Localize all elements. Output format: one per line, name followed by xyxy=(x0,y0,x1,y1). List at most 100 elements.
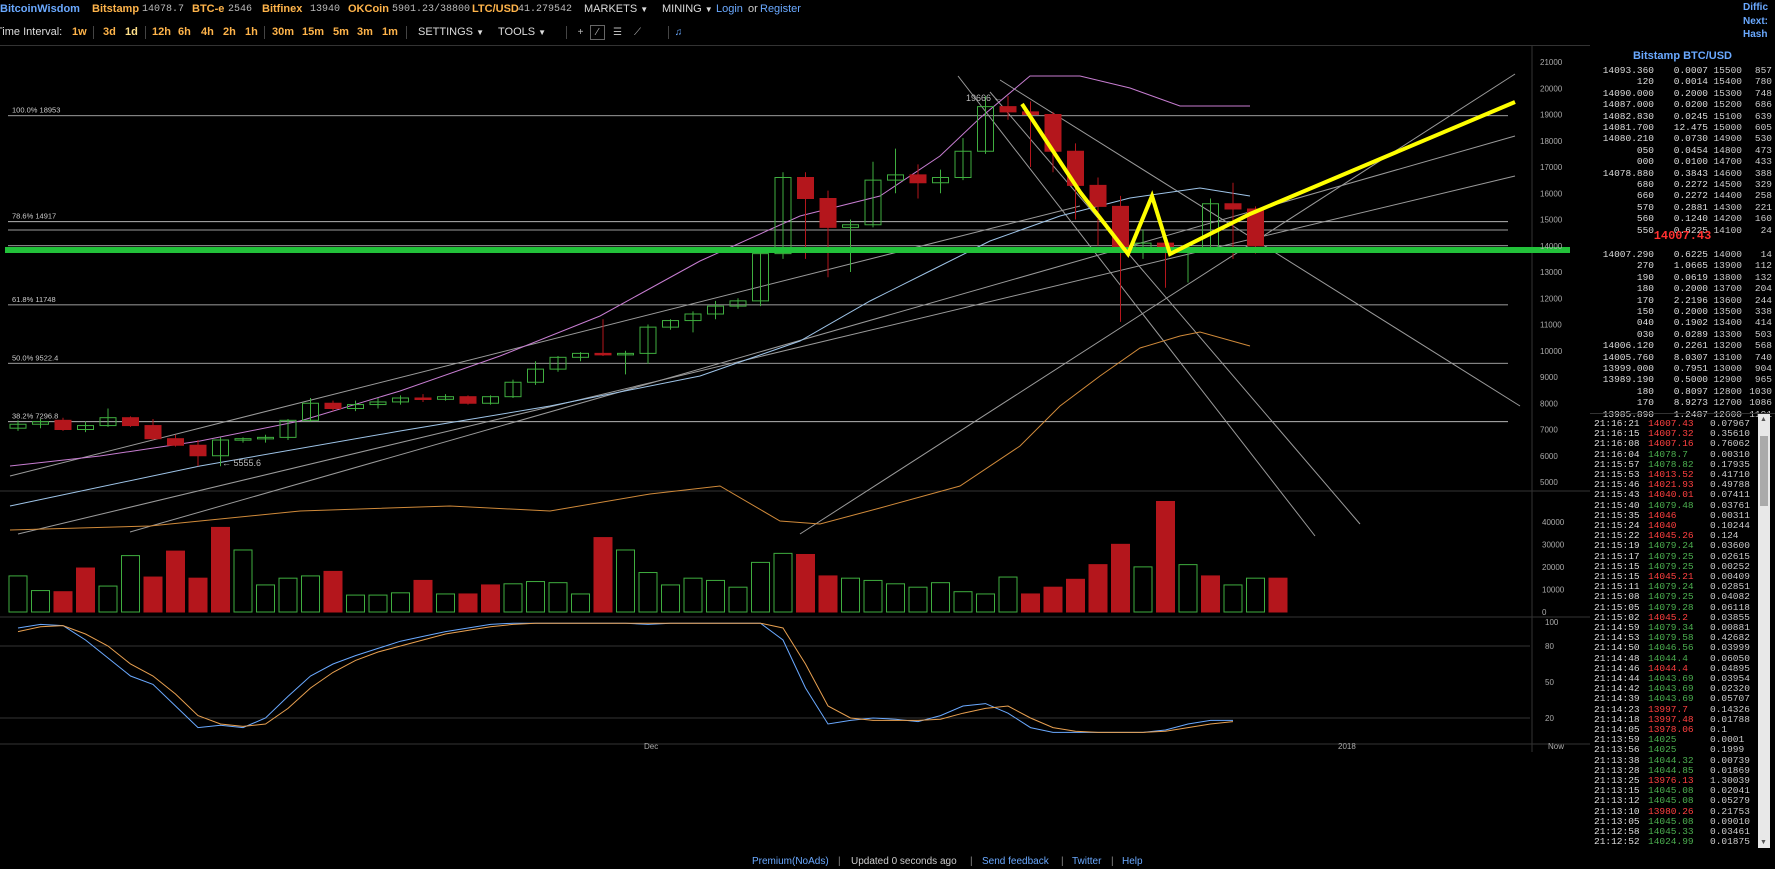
volume-bar xyxy=(391,592,410,613)
scrollbar-thumb[interactable] xyxy=(1760,436,1768,506)
trade-cell: 21:12:52 xyxy=(1594,836,1640,848)
ask-cell: 329 xyxy=(1754,179,1772,190)
candle-body xyxy=(1224,203,1242,210)
feedback-link[interactable]: Send feedback xyxy=(982,856,1049,867)
register-link[interactable]: Register xyxy=(760,3,801,15)
bell-icon[interactable]: ♫ xyxy=(674,27,683,38)
trade-cell: 0.01869 xyxy=(1710,764,1750,776)
price-chart[interactable]: 100.0% 18953 78.6% 14917 61.8% 11748 50.0% … xyxy=(0,46,1590,852)
trade-row: 21:15:24 14040 0.10244 xyxy=(1590,520,1758,531)
bid-cell: 414 xyxy=(1754,317,1772,329)
markets-menu[interactable]: MARKETS ▼ xyxy=(584,3,648,15)
ask-row: 660 0.2272 14400 258 xyxy=(1590,190,1775,201)
fib-tool-icon[interactable]: ⟋ xyxy=(634,27,641,38)
trade-cell: 14079.28 xyxy=(1648,601,1694,613)
ask-cell: 12.475 xyxy=(1673,122,1708,133)
trade-cell: 14007.32 xyxy=(1648,428,1694,440)
price-tick-label: 21000 xyxy=(1540,58,1563,67)
ticker-bitfinex[interactable]: Bitfinex xyxy=(262,3,303,15)
bid-row: 270 1.0665 13900 112 xyxy=(1590,260,1775,271)
interval-6h[interactable]: 6h xyxy=(178,26,191,38)
line-tool-icon[interactable]: ⁄ xyxy=(590,25,605,40)
trade-cell: 14043.69 xyxy=(1648,673,1694,684)
bid-cell: 040 xyxy=(1636,317,1654,329)
trade-cell: 21:15:35 xyxy=(1594,509,1640,521)
trade-cell: 14044.4 xyxy=(1648,652,1688,664)
candle-body xyxy=(572,352,589,358)
fib-level-label: 50.0% 9522.4 xyxy=(12,353,58,362)
candle-body xyxy=(977,106,994,152)
trade-cell: 0.0001 xyxy=(1710,734,1745,746)
trade-cell: 21:15:08 xyxy=(1594,591,1640,603)
ask-cell: 14300 xyxy=(1713,201,1742,213)
site-logo[interactable]: BitcoinWisdom xyxy=(0,3,80,15)
ticker-okcoin[interactable]: OKCoin xyxy=(348,3,389,15)
volume-bar xyxy=(773,552,793,613)
interval-1w[interactable]: 1w xyxy=(72,26,87,38)
interval-3d[interactable]: 3d xyxy=(103,26,116,38)
bid-cell: 132 xyxy=(1754,271,1772,283)
candle-body xyxy=(324,402,342,409)
volume-bar xyxy=(908,586,928,613)
ticker-bitstamp[interactable]: Bitstamp xyxy=(92,3,140,15)
scroll-up-icon[interactable]: ▲ xyxy=(1760,416,1767,423)
volume-bar xyxy=(931,582,950,613)
interval-1d[interactable]: 1d xyxy=(125,26,138,38)
trade-row: 21:12:58 14045.33 0.03461 xyxy=(1590,826,1758,837)
ask-cell: 15400 xyxy=(1713,76,1742,88)
price-tick-label: 11000 xyxy=(1540,321,1562,330)
trade-cell: 14079.34 xyxy=(1648,622,1694,633)
trade-cell: 0.03954 xyxy=(1710,673,1750,684)
candle-body xyxy=(212,439,229,457)
candle-body xyxy=(414,397,432,400)
volume-bar xyxy=(1223,584,1243,613)
trade-cell: 0.01875 xyxy=(1710,836,1750,848)
interval-12h[interactable]: 12h xyxy=(152,26,171,38)
moving-average-line xyxy=(9,187,1251,507)
crosshair-tool-icon[interactable]: + xyxy=(577,27,584,38)
bid-cell: 12600 xyxy=(1713,408,1742,420)
trade-row: 21:15:17 14079.25 0.02615 xyxy=(1590,550,1758,562)
trade-history-scrollbar[interactable]: ▲ ▼ xyxy=(1758,414,1770,848)
login-link[interactable]: Login xyxy=(716,3,743,15)
trendline xyxy=(799,73,1516,535)
trade-cell: 0.42682 xyxy=(1710,632,1750,644)
trade-cell: 21:13:59 xyxy=(1594,734,1640,746)
ask-cell: 14090.000 xyxy=(1602,87,1654,99)
candle-body xyxy=(887,174,904,181)
interval-15m[interactable]: 15m xyxy=(302,26,325,38)
ask-cell: 14400 xyxy=(1713,190,1742,202)
candle-body xyxy=(797,177,814,199)
interval-2h[interactable]: 2h xyxy=(223,26,236,38)
twitter-link[interactable]: Twitter xyxy=(1072,856,1102,867)
ticker-ltcusd[interactable]: LTC/USD xyxy=(472,3,519,15)
scroll-down-icon[interactable]: ▼ xyxy=(1760,839,1767,846)
interval-1h[interactable]: 1h xyxy=(245,26,258,38)
trade-cell: 0.00409 xyxy=(1710,571,1750,582)
trade-cell: 21:13:38 xyxy=(1594,754,1640,766)
interval-1m[interactable]: 1m xyxy=(382,26,398,38)
trade-cell: 14045.08 xyxy=(1648,815,1694,827)
bollinger-lower-line xyxy=(9,331,1251,531)
interval-30m[interactable]: 30m xyxy=(272,26,295,38)
help-link[interactable]: Help xyxy=(1122,856,1143,867)
trade-row: 21:15:22 14045.26 0.124 xyxy=(1590,530,1758,541)
interval-3m[interactable]: 3m xyxy=(357,26,373,38)
trade-cell: 0.04082 xyxy=(1710,591,1750,603)
ticker-btce[interactable]: BTC-e xyxy=(192,3,225,15)
bid-cell: 0.7951 xyxy=(1673,363,1708,374)
interval-5m[interactable]: 5m xyxy=(333,26,349,38)
trade-cell: 21:15:02 xyxy=(1594,611,1640,623)
trade-cell: 0.02615 xyxy=(1710,550,1750,562)
horizontal-lines-tool-icon[interactable]: ☰ xyxy=(613,27,622,38)
mining-menu[interactable]: MINING ▼ xyxy=(662,3,713,15)
interval-4h[interactable]: 4h xyxy=(201,26,214,38)
tools-menu[interactable]: TOOLS ▼ xyxy=(498,26,546,38)
volume-bar xyxy=(998,576,1018,613)
volume-bar xyxy=(76,567,95,613)
trade-row: 21:14:18 13997.48 0.01788 xyxy=(1590,714,1758,725)
ask-row: 14081.700 12.475 15000 605 xyxy=(1590,122,1775,133)
premium-link[interactable]: Premium(NoAds) xyxy=(752,856,829,867)
bid-cell: 13400 xyxy=(1713,317,1742,329)
settings-menu[interactable]: SETTINGS ▼ xyxy=(418,26,484,38)
